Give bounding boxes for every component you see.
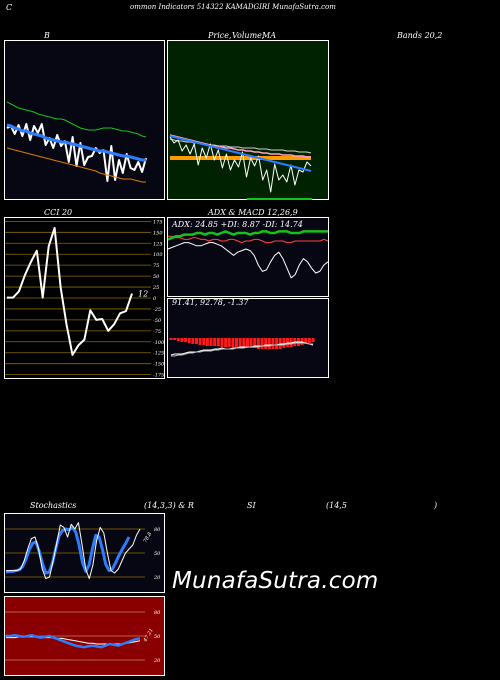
cci-line bbox=[7, 226, 133, 356]
macd-histogram-bar bbox=[194, 338, 198, 344]
cci-tick-label: 175 bbox=[153, 219, 163, 225]
macd-histogram-bar bbox=[220, 338, 224, 347]
macd-histogram-bar bbox=[227, 338, 231, 347]
macd-histogram-bar bbox=[173, 338, 177, 340]
macd-histogram-bar bbox=[187, 338, 191, 343]
rsi-tick-label: 50 bbox=[154, 634, 161, 640]
macd-histogram-bar bbox=[242, 338, 246, 348]
adx-chart bbox=[167, 217, 329, 297]
macd-chart bbox=[167, 298, 329, 378]
adx-adx-line bbox=[167, 242, 329, 279]
adx-plus_di-line bbox=[167, 230, 328, 241]
cci-tick-label: -25 bbox=[153, 307, 161, 313]
rsi-tick-label: 80 bbox=[154, 610, 161, 616]
macd-histogram-bar bbox=[271, 338, 275, 349]
header-title: ommon Indicators 514322 KAMADGIRI Munafa… bbox=[130, 3, 336, 11]
stoch-tick-label: 80 bbox=[154, 527, 161, 533]
price-title: Price, bbox=[208, 31, 232, 40]
cci-tick-label: 50 bbox=[153, 274, 160, 280]
rsi-si: SI bbox=[247, 501, 256, 510]
bands-title: Bands 20,2 bbox=[397, 31, 443, 40]
cci-tick-label: -175 bbox=[153, 373, 164, 379]
macd-histogram-bar bbox=[180, 338, 184, 342]
macd-histogram-bar bbox=[253, 338, 257, 348]
cci-tick-label: -100 bbox=[153, 340, 165, 346]
macd-histogram-bar bbox=[264, 338, 268, 349]
macd-histogram-bar bbox=[169, 338, 173, 340]
bb-middle-line bbox=[6, 123, 146, 162]
cci-tick-label: -50 bbox=[153, 318, 162, 324]
cci-tick-label: 0 bbox=[153, 296, 157, 302]
macd-histogram-bar bbox=[260, 338, 264, 349]
stoch-params: (14,3,3) & R bbox=[144, 501, 194, 510]
cci-current-label: 12 bbox=[138, 290, 148, 299]
volume-title: Volume, bbox=[232, 31, 265, 40]
macd-histogram-bar bbox=[202, 338, 206, 345]
macd-histogram-bar bbox=[256, 338, 260, 349]
pm-price-line bbox=[169, 136, 312, 193]
macd-histogram-bar bbox=[275, 338, 279, 349]
stochastics-chart: 80 50 20 78.8 bbox=[4, 513, 165, 593]
macd-histogram-bar bbox=[245, 338, 249, 348]
cci-tick-label: 100 bbox=[153, 252, 163, 258]
macd-histogram-bar bbox=[216, 338, 220, 346]
pm-ma_short-line bbox=[169, 135, 312, 172]
macd-histogram-bar bbox=[231, 338, 235, 347]
macd-histogram-bar bbox=[249, 338, 253, 348]
stoch-title: Stochastics bbox=[30, 501, 77, 510]
cci-tick-label: -125 bbox=[153, 351, 164, 357]
macd-signal-line bbox=[171, 342, 313, 357]
macd-histogram-bar bbox=[176, 338, 180, 341]
cci-tick-label: 125 bbox=[153, 241, 163, 247]
bb-title: B bbox=[44, 31, 50, 40]
macd-histogram-bar bbox=[304, 338, 308, 344]
watermark: MunafaSutra.com bbox=[172, 568, 379, 594]
macd-histogram-bar bbox=[307, 338, 311, 343]
panel-frame bbox=[4, 40, 165, 200]
cci-tick-label: 25 bbox=[152, 285, 159, 291]
adx-readout: ADX: 24.85 +DI: 8.87 -DI: 14.74 bbox=[172, 220, 303, 229]
stoch-tick-label: 50 bbox=[154, 551, 161, 557]
macd-histogram-bar bbox=[311, 338, 315, 342]
panel-frame bbox=[167, 40, 329, 200]
macd-readout: 91.41, 92.78, -1.37 bbox=[172, 298, 249, 307]
macd-histogram-bar bbox=[267, 338, 271, 349]
cci-tick-label: 150 bbox=[153, 230, 163, 236]
panel-frame bbox=[167, 217, 329, 297]
stoch-k-line bbox=[6, 522, 141, 580]
rsi-params: (14,5 bbox=[326, 501, 347, 510]
rsi-rsi-line bbox=[6, 633, 141, 649]
cci-tick-label: 75 bbox=[153, 263, 159, 269]
macd-histogram-bar bbox=[235, 338, 239, 348]
macd-histogram-bar bbox=[213, 338, 217, 346]
macd-histogram-bar bbox=[191, 338, 195, 344]
cci-tick-label: -150 bbox=[153, 362, 165, 368]
bb-upper-line bbox=[6, 101, 147, 138]
header-c: C bbox=[6, 3, 13, 12]
macd-histogram-bar bbox=[184, 338, 188, 342]
macd-histogram-bar bbox=[282, 338, 286, 348]
ma-title: MA bbox=[262, 31, 276, 40]
cci-tick-label: -75 bbox=[153, 329, 161, 335]
adx-minus_di-line bbox=[168, 235, 329, 244]
stoch-current-label: 78.8 bbox=[143, 531, 154, 544]
macd-histogram-bar bbox=[209, 338, 213, 346]
rsi-params-close: ) bbox=[434, 501, 438, 510]
stoch-d-line bbox=[5, 525, 131, 575]
macd-histogram-bar bbox=[205, 338, 209, 346]
cci-chart: 175 150 125 100 75 50 25 0 -25 -50 -75 -100 -125 -150… bbox=[4, 217, 165, 379]
price-ma-chart bbox=[167, 40, 329, 200]
bb-lower-line bbox=[6, 147, 146, 183]
macd-histogram-bar bbox=[238, 338, 242, 348]
rsi-tick-label: 20 bbox=[153, 658, 161, 664]
cci-title: CCI 20 bbox=[44, 208, 73, 217]
macd-histogram-bar bbox=[224, 338, 228, 347]
bollinger-chart bbox=[4, 40, 165, 200]
macd-histogram-bar bbox=[198, 338, 202, 345]
stoch-tick-label: 20 bbox=[153, 575, 161, 581]
adx-macd-title: ADX & MACD 12,26,9 bbox=[208, 208, 298, 217]
